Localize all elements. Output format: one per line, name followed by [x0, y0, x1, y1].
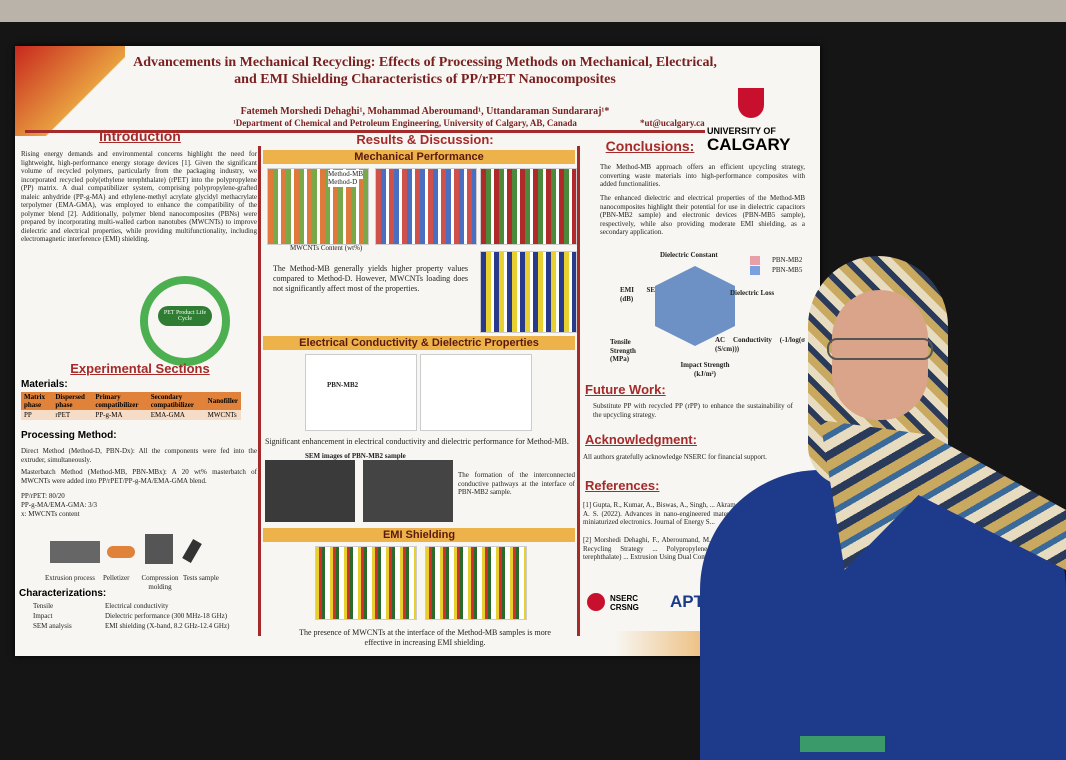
chart-image — [315, 546, 417, 620]
legend: PBN-MB5 — [750, 266, 802, 275]
face — [832, 290, 928, 420]
chart-image — [375, 168, 477, 245]
email: *ut@ucalgary.ca — [640, 118, 705, 128]
cell: PP — [24, 411, 32, 419]
heading: Results & Discussion: — [356, 132, 494, 147]
poster: Advancements in Mechanical Recycling: Ef… — [15, 46, 820, 656]
glasses — [827, 338, 933, 360]
cell: rPET — [55, 411, 71, 419]
text: Masterbatch Method (Method-MB, PBN-MBx):… — [21, 468, 257, 485]
materials-table: Matrix phase Dispersed phase Primary compa… — [21, 392, 241, 420]
cell: Matrix phase — [24, 393, 45, 409]
radar-label: Dielectric Constant — [660, 251, 718, 259]
text: The enhanced dielectric and electrical p… — [600, 194, 805, 236]
radar-label: Dielectric Loss — [730, 289, 775, 297]
text: All authors gratefully acknowledge NSERC… — [583, 453, 767, 461]
subheading: Processing Method: — [21, 430, 117, 441]
sample — [182, 538, 202, 564]
step: Extrusion process — [45, 574, 95, 582]
heading: Acknowledgment: — [585, 432, 697, 447]
logo: APT — [670, 592, 704, 611]
chart-image — [425, 546, 527, 620]
text: PP/rPET: 80/20 — [21, 492, 65, 500]
item: Impact — [33, 612, 53, 620]
chart-image — [305, 354, 417, 431]
text: The Method-MB approach offers an efficie… — [600, 163, 805, 188]
chart-image — [420, 354, 532, 431]
text: Direct Method (Method-D, PBN-Dx): All th… — [21, 447, 257, 464]
text: The formation of the interconnected cond… — [458, 471, 575, 496]
pellets — [107, 546, 135, 558]
sem-image — [265, 460, 355, 522]
subheading: Materials: — [21, 379, 68, 390]
crest — [738, 88, 764, 118]
item: SEM analysis — [33, 622, 72, 630]
divider — [577, 146, 580, 636]
text: PP-g-MA/EMA-GMA: 3/3 — [21, 501, 98, 509]
university: CALGARY — [707, 135, 791, 154]
university: UNIVERSITY OF — [707, 126, 776, 136]
axis-label: MWCNTs Content (wt%) — [290, 244, 363, 252]
divider — [258, 146, 261, 636]
caption: SEM images of PBN-MB2 sample — [305, 452, 406, 460]
item: Dielectric performance (300 MHz-18 GHz) — [105, 612, 228, 620]
press — [145, 534, 173, 564]
section-bar: Mechanical Performance — [263, 150, 575, 164]
item: EMI shielding (X-band, 8.2 GHz-12.4 GHz) — [105, 622, 230, 630]
item: Tensile — [33, 602, 54, 610]
intro-text: Rising energy demands and environmental … — [21, 150, 257, 243]
text: The Method-MB generally yields higher pr… — [273, 264, 468, 293]
affiliation: ¹Department of Chemical and Petroleum En… — [233, 118, 577, 128]
text: x: MWCNTs content — [21, 510, 80, 518]
cycle-label: PET Product Life Cycle — [158, 306, 212, 326]
text: Substitute PP with recycled PP (rPP) to … — [593, 402, 793, 419]
extruder — [50, 541, 100, 563]
chart-image — [480, 168, 577, 245]
cell: Dispersed phase — [55, 393, 85, 409]
cell: Secondary compatibilizer — [150, 393, 194, 409]
title: Advancements in Mechanical Recycling: Ef… — [133, 55, 717, 87]
text: The presence of MWCNTs at the interface … — [299, 628, 551, 647]
text: [2] Morshedi Dehaghi, F., Aberoumand, M.… — [583, 536, 783, 561]
nserc-icon — [587, 593, 605, 611]
radar-label: Impact Strength (kJ/m²) — [680, 361, 730, 378]
subheading: Characterizations: — [19, 588, 107, 599]
text: [1] Gupta, R., Kumar, A., Biswas, A., Si… — [583, 501, 783, 526]
corner-decoration — [15, 46, 125, 136]
radar — [655, 266, 735, 346]
legend: Method-D — [328, 178, 358, 187]
badge — [800, 736, 885, 752]
step: Tests sample — [183, 574, 219, 582]
cell: Primary compatibilizer — [95, 393, 139, 409]
heading: Conclusions: — [605, 138, 695, 154]
cell: PP-g-MA — [95, 411, 123, 419]
step: Pelletizer — [103, 574, 130, 582]
section-bar: EMI Shielding — [263, 528, 575, 542]
cycle — [140, 276, 230, 366]
item: Electrical conductivity — [105, 602, 169, 610]
section-bar: Electrical Conductivity & Dielectric Pro… — [263, 336, 575, 350]
cell: Nanofiller — [207, 397, 238, 405]
authors: Fatemeh Morshedi Dehaghi¹, Mohammad Aber… — [240, 106, 610, 117]
heading: Introduction — [99, 128, 181, 144]
heading: References: — [585, 478, 660, 493]
divider — [25, 130, 705, 133]
radar-label: Tensile Strength (MPa) — [610, 338, 636, 363]
cell: EMA-GMA — [150, 411, 185, 419]
ceiling — [0, 0, 1066, 22]
legend: PBN-MB2 — [750, 256, 802, 265]
cell: MWCNTs — [207, 411, 237, 419]
chart-image — [480, 251, 577, 333]
step: Compression molding — [141, 574, 179, 591]
radar-label: AC Conductivity (-1/log(σ (S/cm))) — [715, 336, 805, 353]
sem-image — [363, 460, 453, 522]
text: Significant enhancement in electrical co… — [265, 437, 569, 446]
legend: Method-MB — [328, 170, 363, 179]
radar-label: EMI SE (dB) — [620, 286, 655, 303]
heading: Experimental Sections — [70, 361, 210, 376]
heading: Future Work: — [585, 382, 666, 397]
annotation: PBN-MB2 — [327, 381, 359, 389]
logo: NSERC CRSNG — [610, 594, 639, 612]
